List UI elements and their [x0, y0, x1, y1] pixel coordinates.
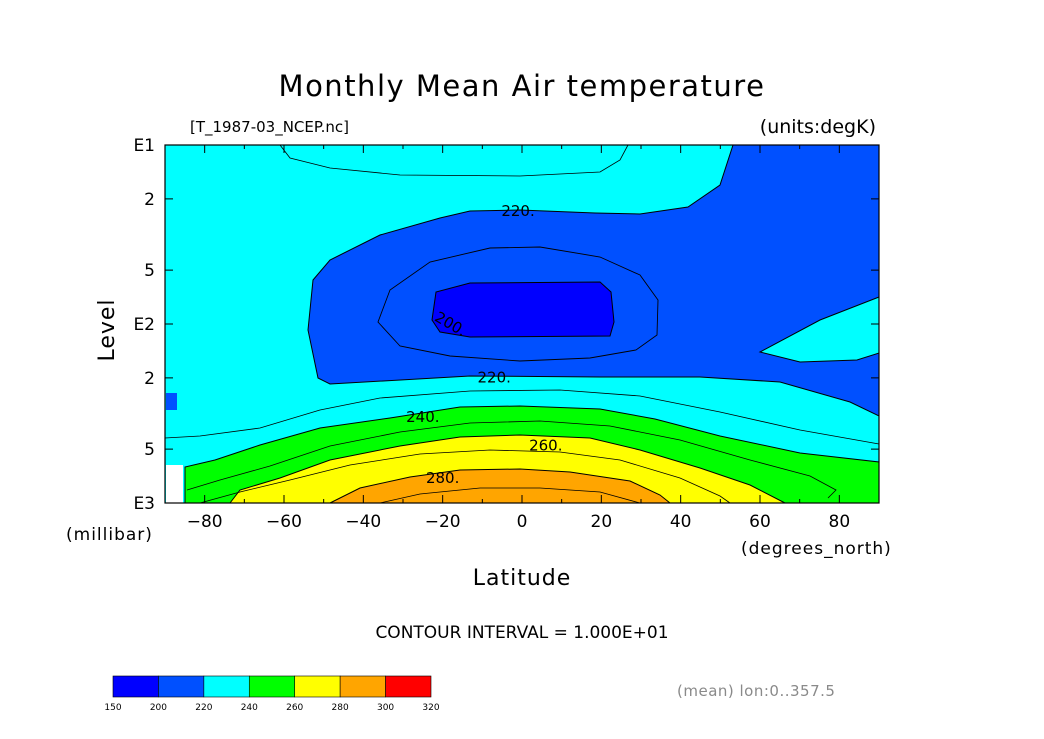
colorbar-swatch	[339, 675, 386, 698]
contour-line-230	[164, 389, 880, 445]
contour-line-290	[379, 487, 641, 504]
y-tick-label: E2	[133, 315, 155, 335]
source-file-label: [T_1987-03_NCEP.nc]	[190, 118, 349, 137]
contour-label: 260.	[529, 437, 562, 455]
contour-label: 220.	[501, 202, 534, 220]
y-tick-label: 5	[144, 261, 155, 281]
colorbar-label: 260	[286, 703, 303, 713]
region-280-300	[329, 468, 672, 504]
region-150-200	[431, 281, 615, 338]
x-tick-label: 40	[670, 512, 692, 532]
contour-line-210-top	[279, 144, 629, 177]
x-tick-label: −20	[425, 512, 461, 532]
contour-label: 240.	[406, 408, 439, 426]
x-tick-label: −60	[266, 512, 302, 532]
x-tick-label: 0	[517, 512, 528, 532]
contour-label: 280.	[426, 469, 459, 487]
contour-line-250	[186, 420, 837, 499]
region-200-220	[307, 144, 880, 417]
colorbar-label: 240	[241, 703, 258, 713]
x-axis: −80 −60 −40 −20 0 20 40 60 80	[164, 145, 880, 532]
colorbar-label: 280	[332, 703, 349, 713]
y-axis-title: Level	[95, 298, 120, 361]
y-tick-label: 2	[144, 369, 155, 389]
colorbar-swatch	[385, 675, 432, 698]
colorbar-label: 220	[195, 703, 212, 713]
y-axis: E1 2 5 E2 2 5 E3	[133, 136, 879, 514]
x-tick-label: 60	[749, 512, 771, 532]
colorbar: 150 200 220 240 260 280 300 320	[104, 675, 440, 713]
y-tick-label: E1	[133, 136, 155, 156]
x-axis-title: Latitude	[473, 566, 572, 591]
footer-note: (mean) lon:0..357.5	[677, 682, 835, 700]
x-tick-label: 80	[829, 512, 851, 532]
x-tick-label: 20	[591, 512, 613, 532]
units-label: (units:degK)	[760, 116, 876, 138]
missing-data-corner	[166, 465, 183, 503]
y-tick-label: E3	[133, 494, 155, 514]
x-tick-label: −40	[345, 512, 381, 532]
y-tick-label: 5	[144, 440, 155, 460]
colorbar-swatch	[248, 675, 296, 698]
chart-title: Monthly Mean Air temperature	[279, 69, 766, 103]
colorbar-label: 150	[104, 703, 121, 713]
colorbar-swatch	[112, 675, 159, 698]
contour-label: 220.	[478, 369, 511, 387]
colorbar-label: 320	[422, 703, 439, 713]
contour-interval-label: CONTOUR INTERVAL = 1.000E+01	[375, 623, 668, 643]
y-tick-label: 2	[144, 190, 155, 210]
contour-line-270	[199, 449, 731, 504]
x-units-label: (degrees_north)	[741, 539, 892, 559]
colorbar-label: 200	[150, 703, 167, 713]
x-tick-label: −80	[187, 512, 223, 532]
filled-contours	[164, 144, 880, 504]
y-units-label: (millibar)	[66, 525, 153, 545]
contour-labels: 220.200.220.240.260.280.	[406, 202, 562, 487]
region-200-220-edge	[166, 393, 177, 410]
colorbar-swatch	[158, 675, 205, 698]
colorbar-swatch	[203, 675, 250, 698]
colorbar-label: 300	[377, 703, 394, 713]
colorbar-swatch	[294, 675, 341, 698]
contour-line-210	[377, 246, 659, 362]
